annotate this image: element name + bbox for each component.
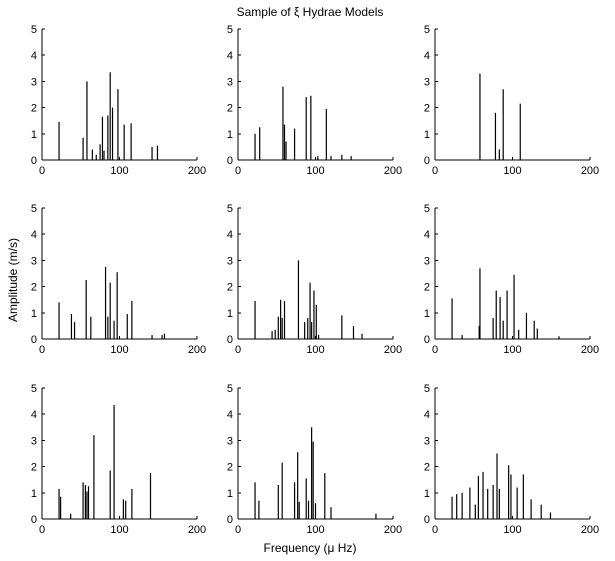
y-tick-label: 2 xyxy=(424,103,430,115)
x-tick-label: 200 xyxy=(188,524,206,536)
y-tick-label: 5 xyxy=(424,203,430,215)
panel-3-2: 0 1 2 3 4 5 0 100 200 xyxy=(227,383,402,536)
y-tick-label: 1 xyxy=(424,308,430,320)
x-tick-label: 0 xyxy=(235,344,241,356)
y-tick-label: 0 xyxy=(227,514,233,526)
y-tick-label: 3 xyxy=(424,76,430,88)
y-tick-label: 4 xyxy=(424,409,430,421)
y-tick-label: 3 xyxy=(31,76,37,88)
y-tick-label: 3 xyxy=(31,255,37,267)
y-tick-label: 5 xyxy=(424,383,430,395)
y-tick-label: 0 xyxy=(31,334,37,346)
x-tick-label: 0 xyxy=(235,524,241,536)
y-tick-label: 0 xyxy=(424,155,430,167)
y-tick-label: 0 xyxy=(227,334,233,346)
panel-2-3: 0 1 2 3 4 5 0 100 200 xyxy=(424,203,599,356)
y-tick-label: 4 xyxy=(424,50,430,62)
x-axis-label: Frequency (μ Hz) xyxy=(264,541,357,555)
y-tick-label: 3 xyxy=(227,435,233,447)
x-tick-label: 100 xyxy=(110,344,128,356)
y-tick-label: 5 xyxy=(227,383,233,395)
x-tick-label: 100 xyxy=(306,344,324,356)
x-tick-label: 200 xyxy=(188,344,206,356)
y-tick-label: 1 xyxy=(227,308,233,320)
y-tick-label: 4 xyxy=(31,50,37,62)
x-tick-label: 100 xyxy=(110,165,128,177)
y-tick-label: 2 xyxy=(31,462,37,474)
panel-1-3: 0 1 2 3 4 5 0 100 200 xyxy=(424,24,599,177)
y-tick-label: 4 xyxy=(424,229,430,241)
y-tick-label: 3 xyxy=(227,76,233,88)
panel-2-2: 0 1 2 3 4 5 0 100 200 xyxy=(227,203,402,356)
y-tick-label: 0 xyxy=(227,155,233,167)
y-tick-label: 4 xyxy=(31,409,37,421)
y-tick-label: 2 xyxy=(31,282,37,294)
panel-3-3: 0 1 2 3 4 5 0 100 200 xyxy=(424,383,599,536)
y-tick-label: 5 xyxy=(31,383,37,395)
y-tick-label: 3 xyxy=(424,435,430,447)
x-tick-label: 100 xyxy=(306,165,324,177)
y-tick-label: 5 xyxy=(424,24,430,36)
y-tick-label: 3 xyxy=(31,435,37,447)
y-tick-label: 2 xyxy=(227,103,233,115)
y-tick-label: 4 xyxy=(227,229,233,241)
y-tick-label: 2 xyxy=(31,103,37,115)
y-tick-label: 1 xyxy=(424,488,430,500)
x-tick-label: 100 xyxy=(503,524,521,536)
y-tick-label: 1 xyxy=(31,129,37,141)
x-tick-label: 0 xyxy=(432,524,438,536)
x-tick-label: 0 xyxy=(432,344,438,356)
y-tick-label: 2 xyxy=(424,282,430,294)
y-tick-label: 2 xyxy=(227,282,233,294)
x-tick-label: 0 xyxy=(39,344,45,356)
figure-title: Sample of ξ Hydrae Models xyxy=(237,5,384,19)
y-tick-label: 5 xyxy=(31,24,37,36)
panel-1-1: 0 1 2 3 4 5 0 100 200 xyxy=(31,24,206,177)
y-tick-label: 5 xyxy=(31,203,37,215)
panel-1-2: 0 1 2 3 4 5 0 100 200 xyxy=(227,24,402,177)
x-tick-label: 200 xyxy=(384,344,402,356)
x-tick-label: 200 xyxy=(581,165,599,177)
x-tick-label: 100 xyxy=(306,524,324,536)
y-tick-label: 0 xyxy=(424,334,430,346)
y-tick-label: 0 xyxy=(424,514,430,526)
panel-2-1: 0 1 2 3 4 5 0 100 200 xyxy=(31,203,206,356)
y-tick-label: 3 xyxy=(227,255,233,267)
x-tick-label: 0 xyxy=(39,524,45,536)
x-tick-label: 200 xyxy=(384,165,402,177)
y-tick-label: 1 xyxy=(424,129,430,141)
y-tick-label: 1 xyxy=(227,129,233,141)
y-tick-label: 1 xyxy=(31,488,37,500)
x-tick-label: 0 xyxy=(432,165,438,177)
x-tick-label: 100 xyxy=(503,344,521,356)
y-axis-label: Amplitude (m/s) xyxy=(6,238,20,322)
y-tick-label: 4 xyxy=(227,409,233,421)
y-tick-label: 0 xyxy=(31,155,37,167)
x-tick-label: 0 xyxy=(235,165,241,177)
x-tick-label: 0 xyxy=(39,165,45,177)
y-tick-label: 1 xyxy=(31,308,37,320)
x-tick-label: 100 xyxy=(503,165,521,177)
y-tick-label: 2 xyxy=(227,462,233,474)
x-tick-label: 200 xyxy=(581,524,599,536)
x-tick-label: 100 xyxy=(110,524,128,536)
y-tick-label: 0 xyxy=(31,514,37,526)
y-tick-label: 3 xyxy=(424,255,430,267)
y-tick-label: 5 xyxy=(227,203,233,215)
panel-3-1: 0 1 2 3 4 5 0 100 200 xyxy=(31,383,206,536)
x-tick-label: 200 xyxy=(188,165,206,177)
y-tick-label: 1 xyxy=(227,488,233,500)
y-tick-label: 4 xyxy=(227,50,233,62)
y-tick-label: 5 xyxy=(227,24,233,36)
y-tick-label: 4 xyxy=(31,229,37,241)
x-tick-label: 200 xyxy=(581,344,599,356)
y-tick-label: 2 xyxy=(424,462,430,474)
x-tick-label: 200 xyxy=(384,524,402,536)
